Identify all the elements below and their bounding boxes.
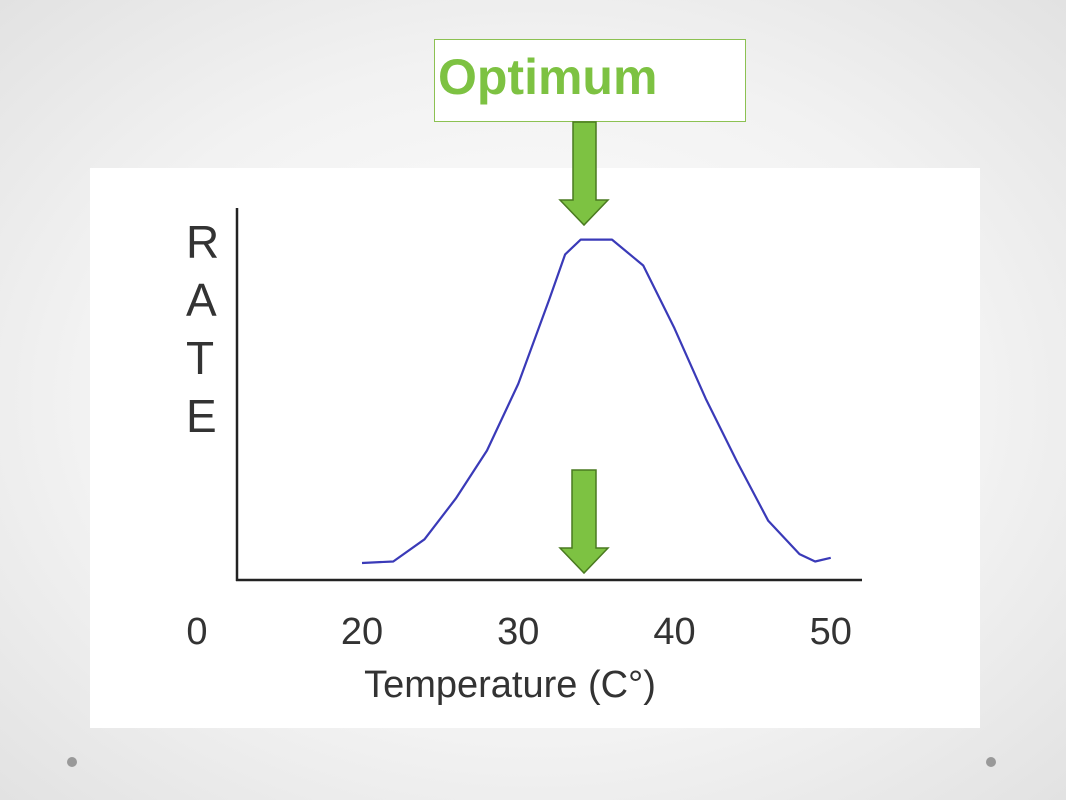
arrow	[558, 469, 610, 575]
y-axis-label: RATE	[186, 216, 220, 442]
origin-label: 0	[186, 611, 207, 653]
decor-dot	[986, 757, 996, 767]
annotation-box	[434, 39, 746, 122]
data-line	[361, 238, 832, 565]
annotation: Optimum	[438, 49, 657, 105]
chart-panel	[90, 168, 980, 728]
x-tick-label: 30	[497, 611, 539, 653]
x-tick-label: 50	[810, 611, 852, 653]
arrow	[558, 121, 610, 227]
x-axis-label: Temperature (C°)	[364, 664, 656, 706]
x-tick-label: 20	[341, 611, 383, 653]
decor-dot	[67, 757, 77, 767]
x-tick-label: 40	[653, 611, 695, 653]
